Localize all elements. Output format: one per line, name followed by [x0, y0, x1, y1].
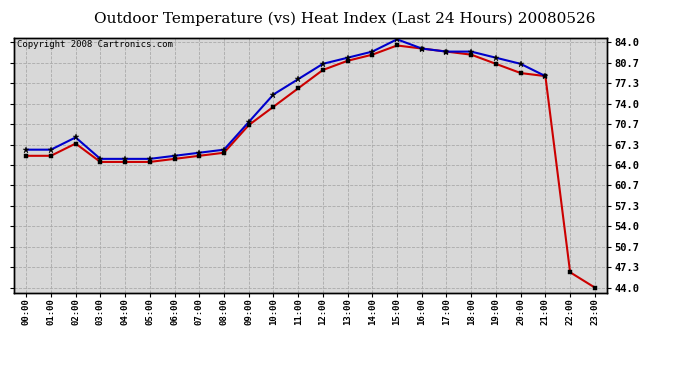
- Text: Copyright 2008 Cartronics.com: Copyright 2008 Cartronics.com: [17, 40, 172, 49]
- Text: Outdoor Temperature (vs) Heat Index (Last 24 Hours) 20080526: Outdoor Temperature (vs) Heat Index (Las…: [95, 11, 595, 26]
